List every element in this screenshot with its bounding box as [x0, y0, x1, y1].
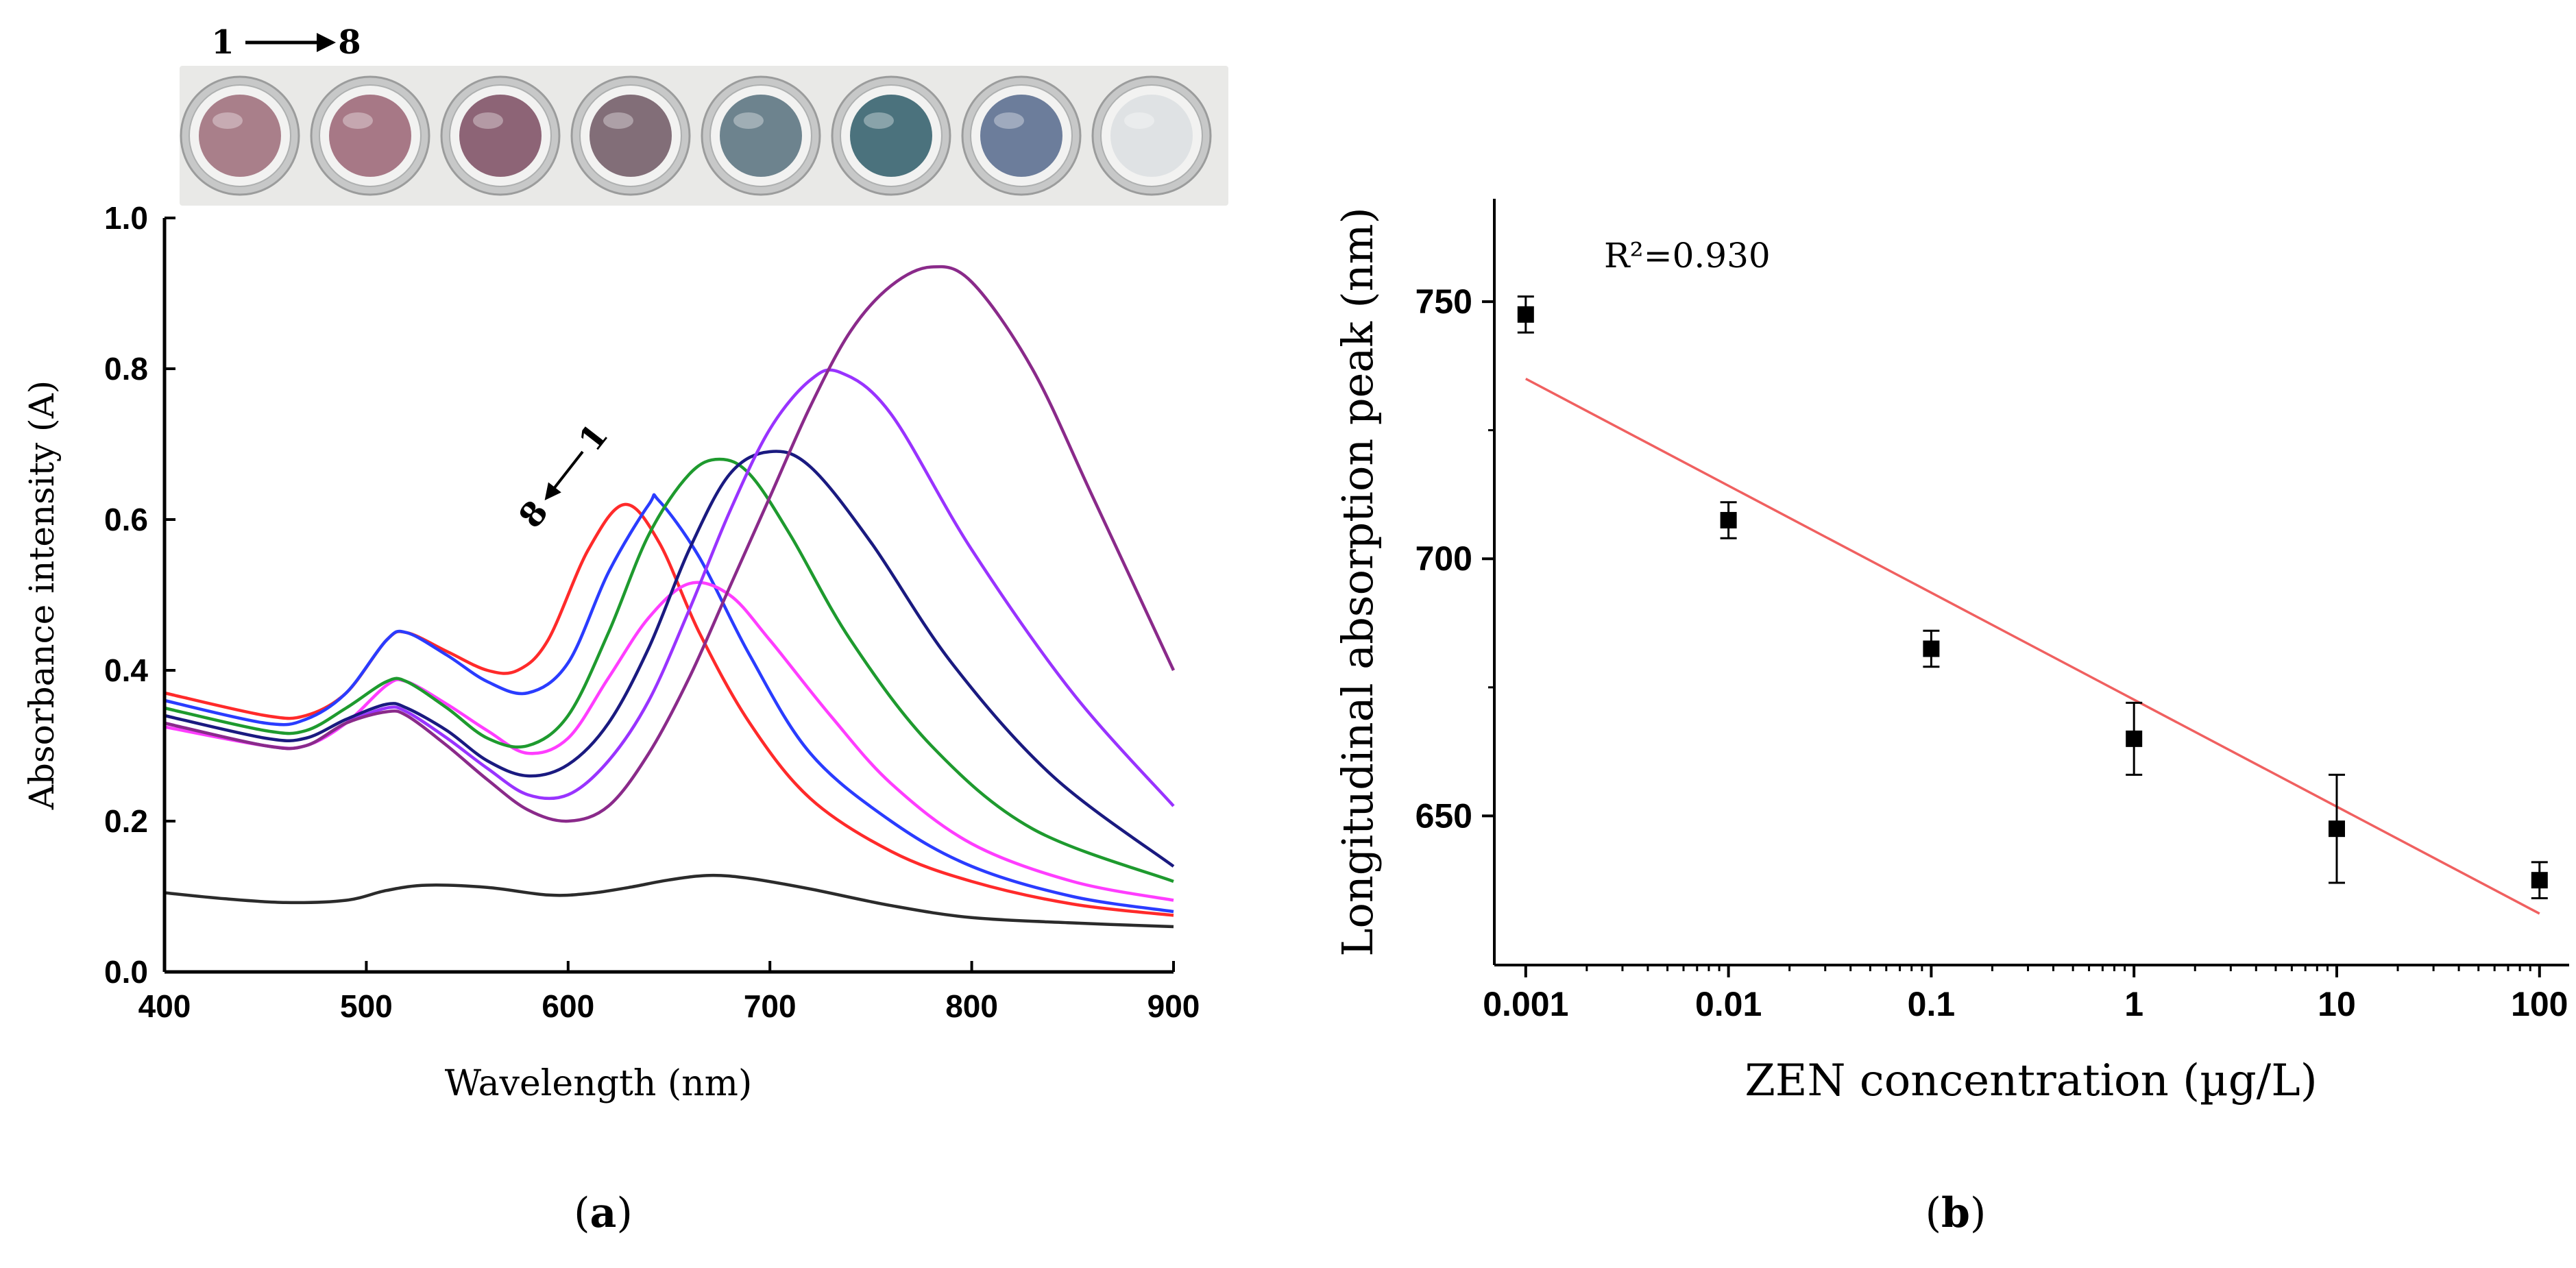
sample-order-label: 1 8 — [211, 23, 361, 62]
panel-b-letter: b — [1941, 1189, 1970, 1237]
well-highlight — [343, 112, 373, 129]
b-x-tick-label: 0.01 — [1695, 985, 1762, 1023]
spectrum-line-7 — [164, 493, 1174, 914]
panel-a-y-axis-label: Absorbance intensity (A) — [22, 380, 62, 810]
a-x-tick-label: 800 — [945, 988, 998, 1024]
data-point — [2531, 861, 2548, 899]
panel-a-label: (a) — [574, 1189, 633, 1237]
b-x-tick-label: 1 — [2124, 985, 2143, 1023]
well-highlight — [603, 112, 633, 129]
well-highlight — [473, 112, 503, 129]
b-y-tick-label: 650 — [1415, 796, 1472, 835]
well-2 — [310, 75, 430, 196]
square-marker — [1517, 306, 1534, 323]
b-y-tick-label: 700 — [1415, 539, 1472, 578]
b-x-tick-label: 0.1 — [1908, 985, 1956, 1023]
well-liquid — [459, 95, 542, 177]
a-x-tick-label: 400 — [138, 988, 191, 1024]
well-highlight — [212, 112, 243, 129]
spectrum-line-4 — [164, 450, 1175, 868]
a-x-tick-label: 700 — [744, 988, 797, 1024]
spectrum-line-2 — [164, 265, 1176, 823]
data-point — [1923, 629, 1940, 668]
well-liquid — [720, 95, 802, 177]
well-3 — [440, 75, 561, 196]
panel-a-axes — [162, 218, 1174, 974]
a-y-tick-label: 0.0 — [104, 954, 148, 990]
well-liquid — [850, 95, 932, 177]
a-y-tick-label: 1.0 — [104, 200, 148, 236]
panel-a-direction-annotation: 8 1 — [511, 417, 616, 535]
panel-b-axes — [1493, 199, 2569, 966]
b-x-tick-label: 0.001 — [1483, 985, 1568, 1023]
sample-order-arrowhead — [317, 33, 336, 52]
data-point — [1517, 295, 1534, 334]
well-6 — [831, 75, 951, 196]
a-y-tick-label: 0.4 — [104, 653, 148, 688]
panel-b-label: (b) — [1925, 1189, 1986, 1237]
well-highlight — [864, 112, 894, 129]
spectrum-line-3 — [164, 368, 1175, 807]
well-highlight — [733, 112, 764, 129]
panel-b-y-axis-label: Longitudinal absorption peak (nm) — [1333, 207, 1383, 956]
annotation-label-1: 1 — [572, 417, 616, 459]
well-liquid — [980, 95, 1062, 177]
b-x-tick-label: 10 — [2318, 985, 2356, 1023]
well-1 — [180, 75, 300, 196]
b-y-tick-label: 750 — [1415, 282, 1472, 321]
panel-a-x-axis-label: Wavelength (nm) — [445, 1063, 753, 1104]
panel-a-chart: 400 500 600 700 800 900 0.0 0.2 0.4 0.6 0.8 1.0 Wa… — [22, 200, 1200, 1237]
square-marker — [1923, 640, 1940, 657]
well-5 — [701, 75, 821, 196]
a-x-tick-label: 500 — [340, 988, 393, 1024]
a-x-tick-label: 600 — [542, 988, 594, 1024]
a-x-tick-label: 900 — [1147, 988, 1200, 1024]
well-liquid — [199, 95, 281, 177]
well-liquid — [329, 95, 411, 177]
panel-b-r-squared: R²=0.930 — [1604, 236, 1771, 276]
well-liquid — [1110, 95, 1193, 177]
spectrum-line-1 — [164, 873, 1174, 929]
b-x-tick-label: 100 — [2511, 985, 2568, 1023]
annotation-arrowhead — [544, 482, 561, 500]
a-y-tick-label: 0.6 — [104, 502, 148, 537]
well-4 — [570, 75, 691, 196]
square-marker — [2531, 872, 2548, 889]
spectrum-line-5 — [164, 457, 1174, 883]
annotation-arrow — [551, 450, 584, 491]
a-y-tick-label: 0.2 — [104, 803, 148, 839]
data-point — [2126, 701, 2143, 776]
well-highlight — [1124, 112, 1154, 129]
square-marker — [1720, 511, 1737, 528]
spectrum-line-8 — [164, 502, 1174, 917]
square-marker — [2328, 820, 2345, 838]
panel-a-letter: a — [590, 1189, 617, 1237]
sample-end-label: 8 — [338, 23, 361, 62]
well-7 — [961, 75, 1082, 196]
square-marker — [2126, 730, 2143, 747]
panel-b-x-axis-label: ZEN concentration (µg/L) — [1745, 1056, 2317, 1106]
data-point — [1720, 501, 1737, 539]
well-8 — [1091, 75, 1212, 196]
linear-fit-line — [1525, 378, 2540, 915]
sample-start-label: 1 — [211, 23, 234, 62]
annotation-label-8: 8 — [511, 493, 556, 535]
well-liquid — [590, 95, 672, 177]
well-highlight — [994, 112, 1024, 129]
well-plate-photo — [180, 66, 1228, 206]
a-y-tick-label: 0.8 — [104, 351, 148, 387]
panel-b-chart: 0.001 0.01 0.1 1 10 100 650 700 750 R²=0.930 ZE… — [1333, 199, 2569, 1237]
data-point — [2328, 773, 2345, 884]
